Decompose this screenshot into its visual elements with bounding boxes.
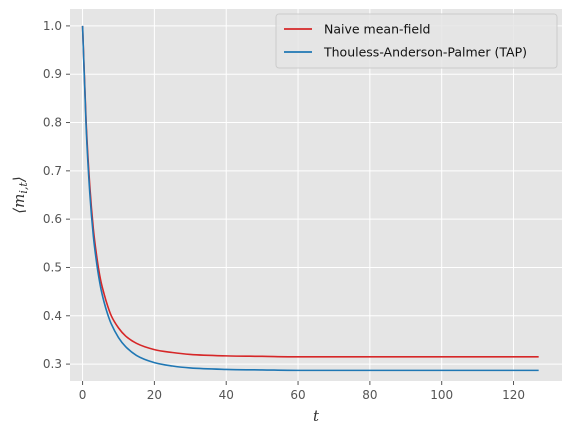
y-tick-label: 0.6	[43, 212, 62, 226]
x-tick-label: 100	[430, 388, 453, 402]
y-axis-label: ⟨mi,t⟩	[10, 176, 30, 213]
series-lines	[81, 25, 539, 372]
y-tick-label: 0.3	[43, 357, 62, 371]
x-axis-label: t	[313, 407, 320, 425]
axis-ticks: 0 20 40 60 80 100 120 0.3 0.4 0.5 0.6 0.7 0.8 0.9 1.0	[43, 19, 525, 402]
x-tick-label: 0	[79, 388, 87, 402]
x-tick-label: 120	[502, 388, 525, 402]
y-tick-label: 0.4	[43, 309, 62, 323]
y-tick-label: 1.0	[43, 19, 62, 33]
x-tick-label: 20	[147, 388, 162, 402]
x-tick-label: 80	[362, 388, 377, 402]
legend: Naive mean-field Thouless-Anderson-Palmer…	[275, 13, 558, 69]
legend-label: Thouless-Anderson-Palmer (TAP)	[323, 45, 527, 60]
legend-label: Naive mean-field	[324, 22, 430, 37]
x-tick-label: 60	[290, 388, 305, 402]
plot-area	[70, 9, 562, 381]
y-tick-label: 0.9	[43, 67, 62, 81]
y-tick-label: 0.7	[43, 164, 62, 178]
x-tick-label: 40	[219, 388, 234, 402]
y-tick-label: 0.8	[43, 116, 62, 130]
y-tick-label: 0.5	[43, 260, 62, 274]
legend-box	[275, 13, 558, 69]
series-line-2	[81, 25, 539, 372]
